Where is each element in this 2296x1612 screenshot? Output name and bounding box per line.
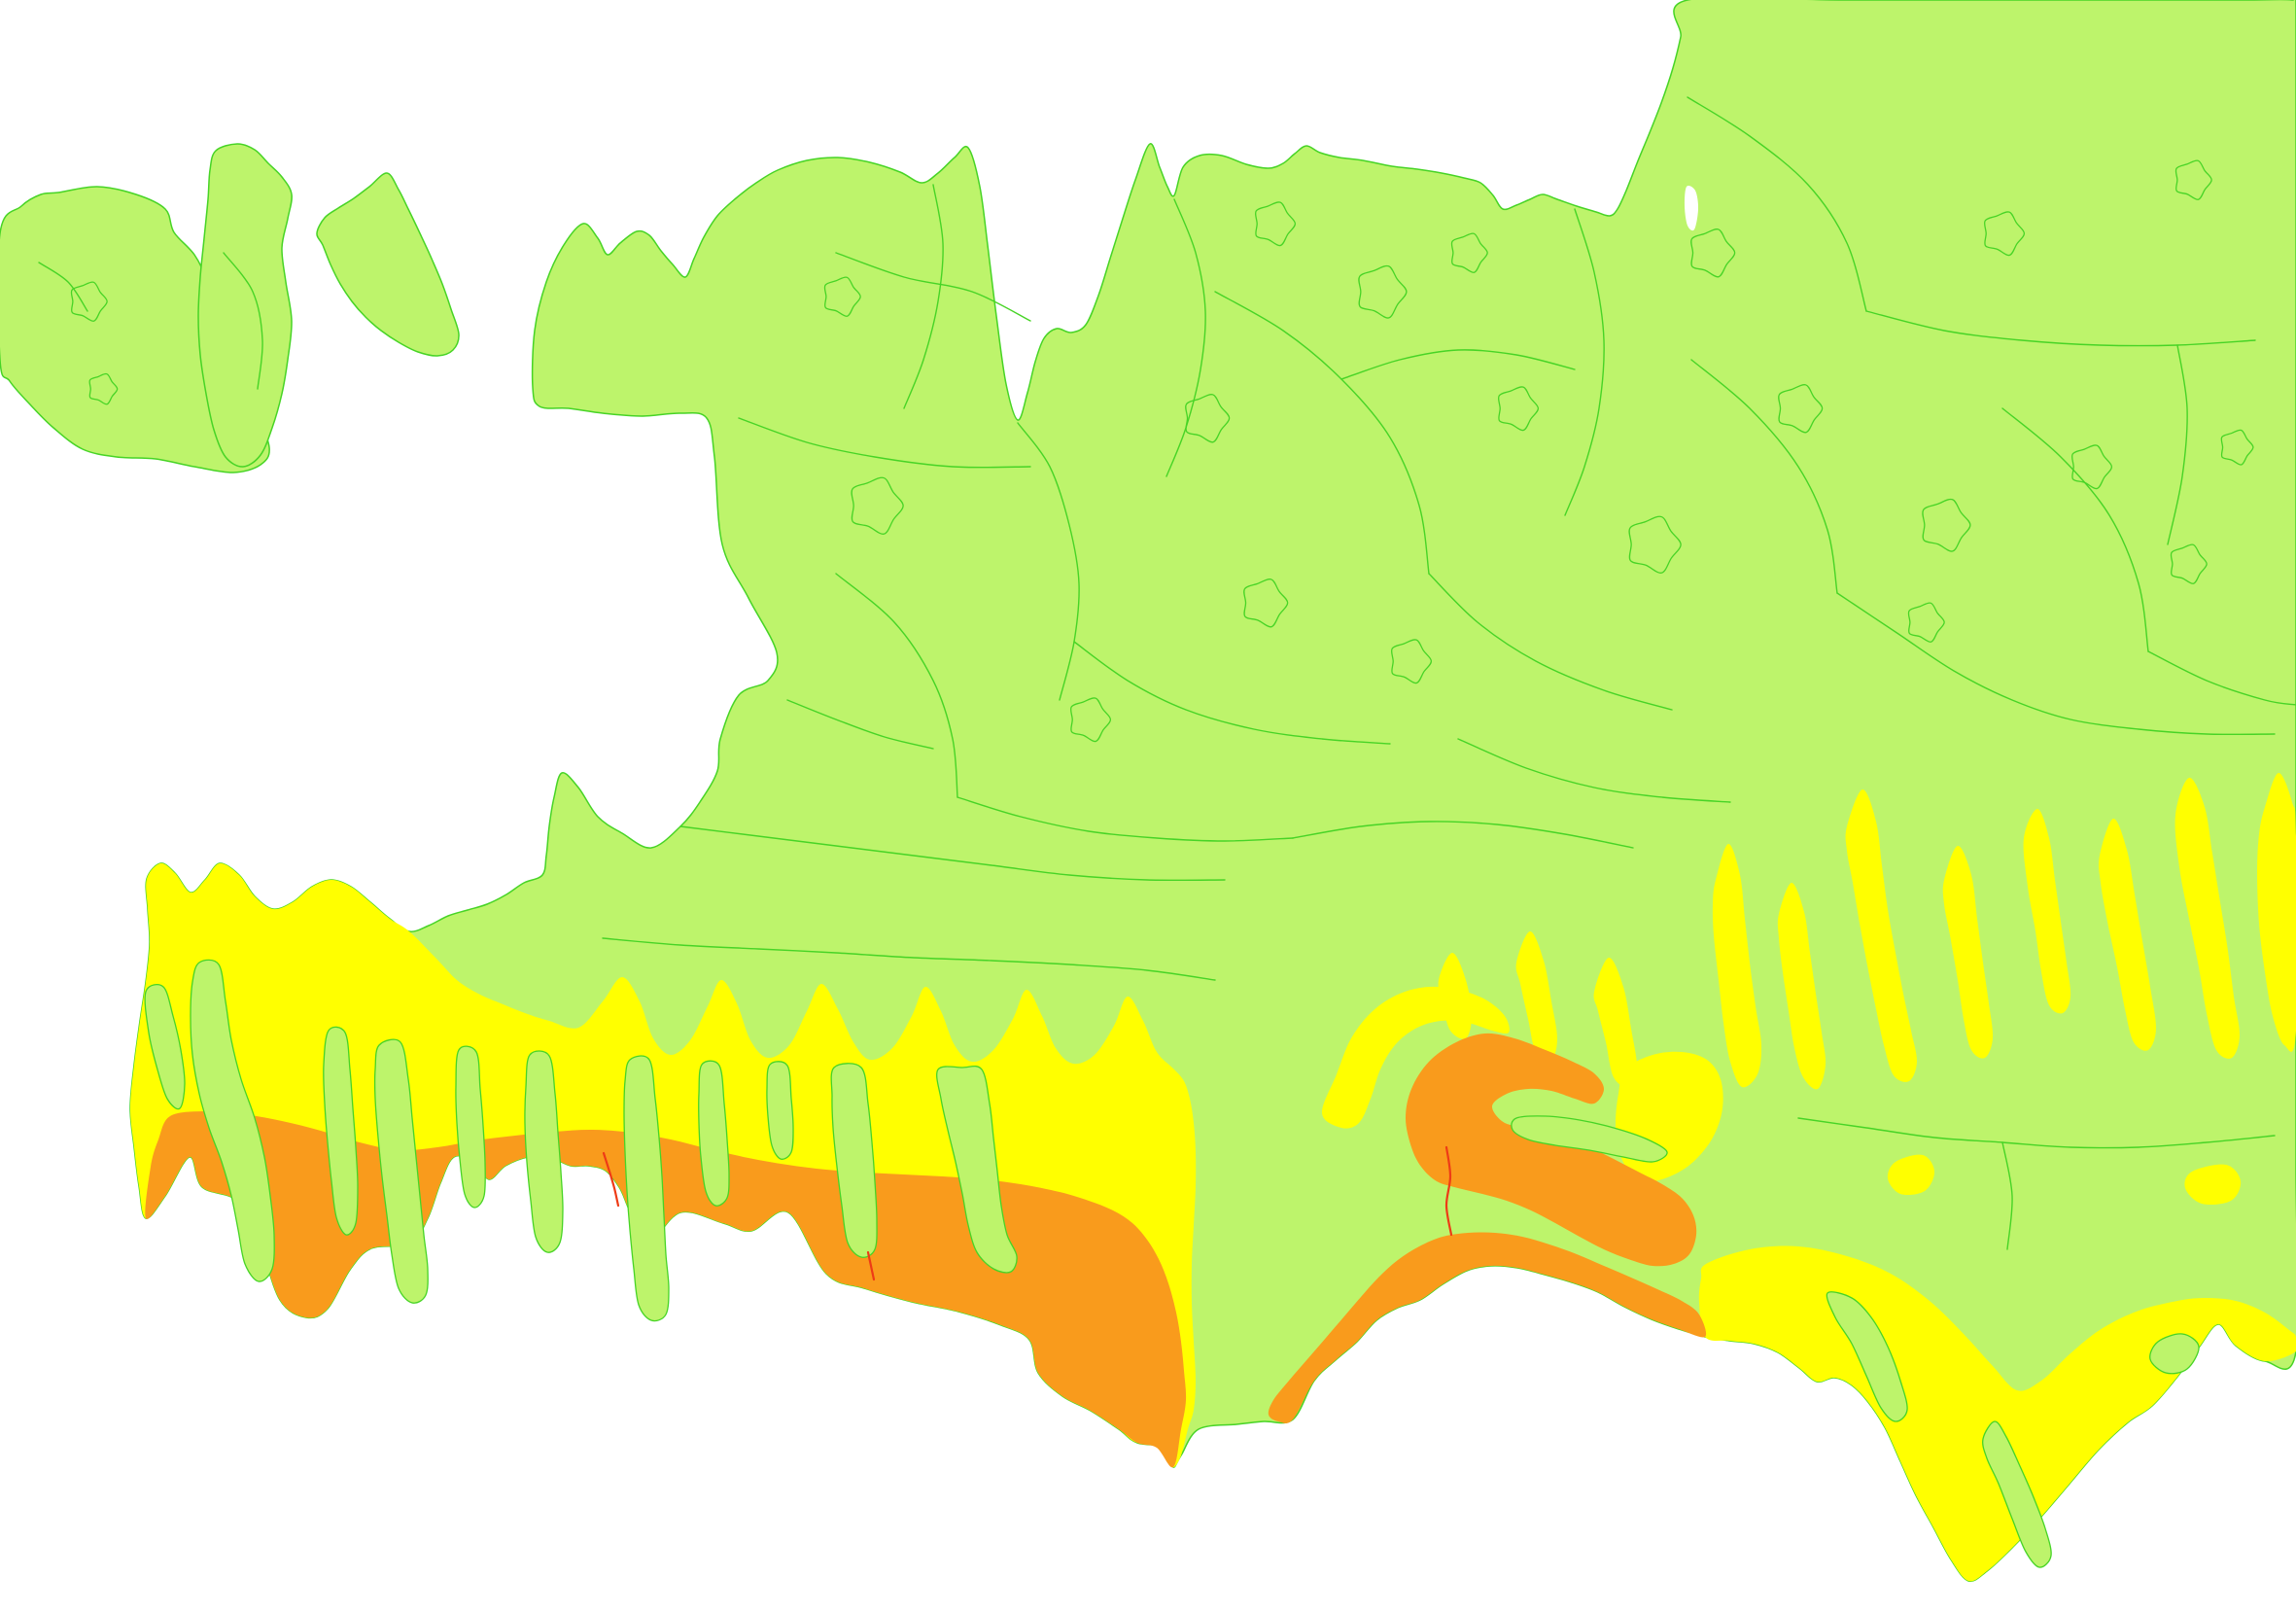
- commune-ring-6: [1778, 384, 1824, 434]
- commune-ring-11: [1390, 639, 1433, 684]
- yellow-finger-right-3[interactable]: [1845, 788, 1918, 1082]
- commune-ring-7: [1922, 498, 1971, 552]
- commune-boundary-10: [1690, 359, 1838, 594]
- commune-boundary-9: [1865, 310, 2256, 347]
- commune-boundary-4: [679, 825, 1226, 882]
- commune-ring-8: [2070, 444, 2113, 490]
- commune-ring-22: [88, 372, 119, 405]
- yellow-zone-northwest-of-pocket[interactable]: [1321, 986, 1510, 1129]
- commune-boundary-3: [835, 252, 1031, 322]
- commune-boundary-23: [38, 262, 88, 312]
- commune-boundary-24: [1797, 1117, 2276, 1149]
- valley-finger-9: [766, 1061, 794, 1160]
- valley-finger-8: [698, 1060, 730, 1207]
- commune-ring-5: [1628, 515, 1682, 574]
- commune-boundary-28: [786, 699, 934, 750]
- orange-zone-east-pocket[interactable]: [1406, 1033, 1697, 1267]
- commune-boundary-15: [835, 573, 958, 798]
- commune-ring-18: [1069, 697, 1112, 743]
- yellow-finger-right-6[interactable]: [2098, 818, 2157, 1051]
- island-north-tall[interactable]: [197, 143, 293, 468]
- commune-ring-1: [851, 476, 904, 535]
- commune-boundary-7: [1428, 573, 1673, 711]
- commune-ring-9: [2170, 543, 2208, 584]
- yellow-finger-right-2[interactable]: [1777, 882, 1826, 1090]
- valley-finger-4: [373, 1038, 429, 1304]
- commune-boundary-16: [957, 796, 1294, 842]
- commune-ring-3: [1358, 264, 1408, 319]
- commune-boundary-25: [2001, 1141, 2013, 1250]
- commune-boundary-19: [1165, 198, 1206, 477]
- yellow-islet-1[interactable]: [1887, 1154, 1935, 1196]
- yellow-finger-right-8[interactable]: [2257, 772, 2296, 1052]
- department-boundary-red-2: [866, 1250, 876, 1281]
- valley-finger-1: [190, 959, 275, 1282]
- department-boundary-red-3: [1444, 1145, 1453, 1237]
- commune-boundary-26: [2167, 344, 2188, 545]
- valley-finger-7: [623, 1055, 670, 1322]
- commune-ring-17: [823, 276, 861, 317]
- commune-ring-20: [2220, 429, 2254, 466]
- commune-boundary-14: [1073, 641, 1391, 745]
- yellow-islet-2[interactable]: [2184, 1164, 2242, 1206]
- department-boundary-red-1: [602, 1151, 620, 1208]
- valley-finger-6: [524, 1050, 564, 1253]
- valley-finger-2: [144, 984, 186, 1110]
- commune-boundary-6: [1214, 291, 1430, 575]
- commune-boundary-20: [1564, 208, 1605, 516]
- yellow-finger-right-5[interactable]: [2023, 809, 2071, 1014]
- commune-ring-10: [1243, 578, 1289, 628]
- yellow-finger-east-3[interactable]: [1438, 953, 1472, 1039]
- commune-ring-12: [1254, 201, 1297, 247]
- valley-green-east-system: [1511, 1115, 1668, 1163]
- commune-boundary-8: [1687, 96, 1867, 312]
- commune-boundary-27: [1340, 349, 1576, 380]
- yellow-finger-right-7[interactable]: [2174, 777, 2241, 1059]
- yellow-finger-east-1[interactable]: [1515, 930, 1557, 1061]
- commune-boundary-21: [2147, 650, 2296, 706]
- commune-ring-14: [1690, 228, 1736, 278]
- commune-ring-2: [1185, 394, 1231, 443]
- island-north-small[interactable]: [316, 172, 460, 357]
- yellow-finger-right-4[interactable]: [1942, 845, 1994, 1059]
- commune-ring-19: [1907, 602, 1945, 643]
- valley-finger-11: [936, 1065, 1018, 1274]
- commune-ring-21: [70, 281, 108, 322]
- commune-boundary-22: [223, 252, 263, 390]
- valley-finger-3: [323, 1026, 359, 1236]
- commune-ring-13: [1450, 232, 1488, 273]
- white-notch: [1684, 185, 1699, 231]
- commune-boundary-12: [1457, 738, 1731, 803]
- commune-boundary-2: [1017, 422, 1080, 701]
- green-stripe-se-3: [2149, 1333, 2200, 1375]
- commune-boundary-11: [2001, 407, 2149, 652]
- commune-boundary-18: [903, 184, 944, 409]
- commune-boundary-17: [1292, 821, 1634, 849]
- commune-boundary-5: [602, 937, 1216, 981]
- commune-ring-4: [1497, 386, 1540, 432]
- commune-ring-16: [2174, 159, 2212, 200]
- commune-boundary-13: [1836, 592, 2276, 736]
- green-stripe-se-1: [1982, 1420, 2052, 1568]
- yellow-finger-right-1[interactable]: [1712, 843, 1762, 1088]
- orange-zone-coastal-strip[interactable]: [1268, 1232, 1707, 1423]
- commune-ring-15: [1983, 211, 2026, 257]
- green-stripe-se-2: [1826, 1291, 1908, 1422]
- island-northwest[interactable]: [0, 186, 270, 473]
- yellow-finger-east-2[interactable]: [1593, 957, 1638, 1088]
- commune-boundary-1: [738, 417, 1031, 469]
- valley-finger-5: [455, 1045, 486, 1209]
